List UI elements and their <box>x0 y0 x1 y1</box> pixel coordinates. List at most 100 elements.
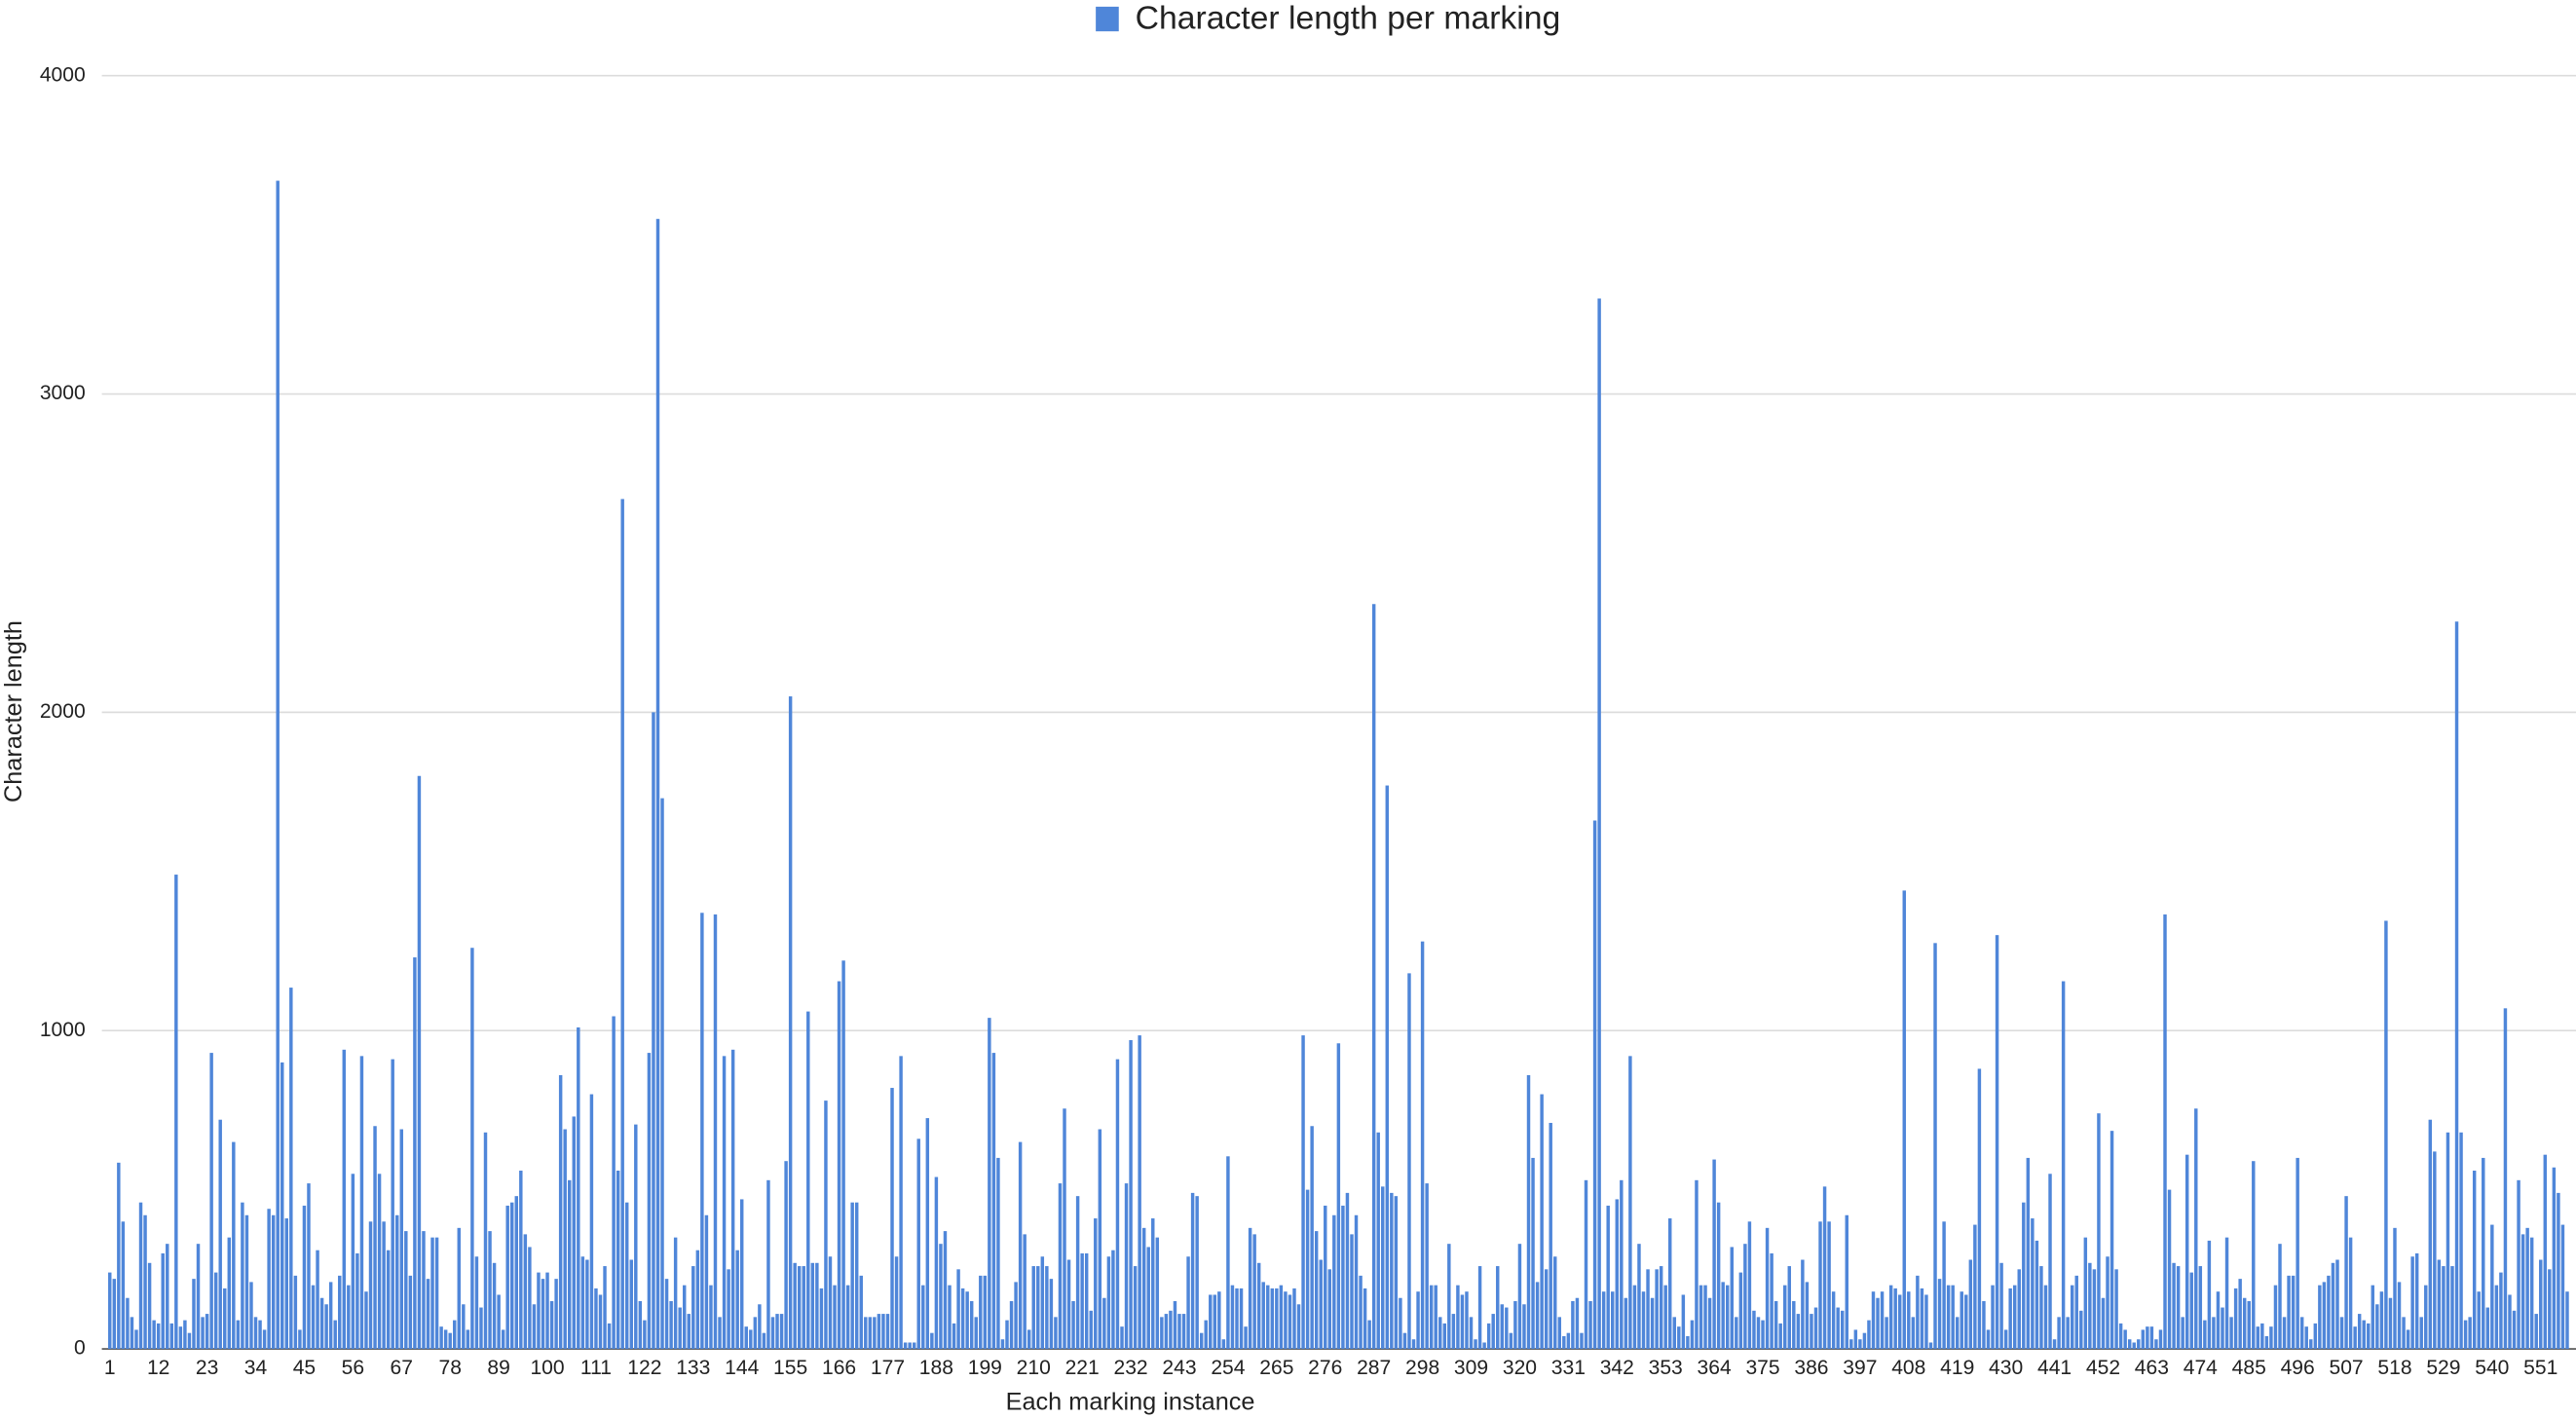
bar <box>1124 1183 1129 1350</box>
bar <box>1018 1141 1023 1350</box>
bar <box>2445 1132 2450 1350</box>
bar <box>2083 1237 2088 1350</box>
bar <box>2490 1224 2494 1350</box>
bar <box>1916 1275 1920 1350</box>
bar <box>1557 1317 1562 1350</box>
x-tick-label: 155 <box>773 1357 807 1379</box>
bar <box>2012 1285 2017 1350</box>
bar <box>952 1323 956 1350</box>
bar <box>1942 1221 1946 1350</box>
bar <box>2348 1237 2353 1350</box>
bar <box>2433 1151 2437 1350</box>
bar <box>758 1304 762 1350</box>
bar <box>983 1275 988 1350</box>
y-axis-title: Character length <box>0 620 27 802</box>
bar <box>1810 1314 1813 1350</box>
bar <box>453 1320 457 1350</box>
bar <box>1138 1035 1141 1350</box>
bar <box>2468 1317 2472 1350</box>
bar <box>1712 1159 1716 1350</box>
bar <box>497 1294 501 1350</box>
bar <box>2224 1237 2229 1350</box>
x-tick-label: 474 <box>2184 1357 2218 1379</box>
bar <box>965 1291 969 1350</box>
x-tick-label: 144 <box>725 1357 759 1379</box>
bar <box>2260 1323 2264 1350</box>
bar <box>739 1199 744 1350</box>
bar <box>1129 1040 1133 1350</box>
bar <box>2499 1272 2503 1350</box>
bar <box>1094 1218 1098 1350</box>
bar <box>1244 1326 1248 1350</box>
bar <box>2517 1179 2520 1350</box>
bar <box>845 1285 850 1350</box>
bar <box>492 1262 497 1350</box>
bar <box>1787 1266 1791 1350</box>
bar <box>1146 1247 1150 1350</box>
bar <box>399 1129 404 1350</box>
bar <box>2534 1314 2538 1350</box>
x-tick-label: 397 <box>1843 1357 1877 1379</box>
bar <box>2410 1256 2414 1350</box>
x-tick-label: 188 <box>919 1357 953 1379</box>
bar <box>2167 1189 2172 1350</box>
bar <box>483 1132 488 1350</box>
bar <box>1611 1291 1615 1350</box>
bar <box>2309 1339 2313 1350</box>
bar <box>960 1287 965 1350</box>
bar <box>1761 1320 1765 1350</box>
bar <box>1482 1342 1486 1350</box>
bar <box>1477 1266 1482 1350</box>
bar <box>1840 1310 1845 1350</box>
bar <box>1115 1059 1120 1350</box>
bar <box>395 1214 399 1350</box>
bar <box>1601 1291 1606 1350</box>
bar <box>1469 1317 1474 1350</box>
bar <box>2463 1320 2468 1350</box>
bar <box>2137 1339 2141 1350</box>
bar <box>1102 1297 1106 1350</box>
bar <box>267 1209 271 1350</box>
bar <box>1230 1285 1235 1350</box>
x-tick-label: 111 <box>580 1357 612 1379</box>
bar <box>2242 1297 2247 1350</box>
bar <box>2109 1131 2114 1350</box>
x-tick-label: 540 <box>2475 1357 2509 1379</box>
bar <box>2318 1285 2322 1350</box>
bar <box>1845 1214 1848 1350</box>
bar <box>1827 1221 1831 1350</box>
bar <box>2154 1339 2158 1350</box>
bar <box>638 1301 643 1350</box>
bar <box>1058 1183 1063 1350</box>
bar <box>2273 1285 2278 1350</box>
bar <box>1177 1314 1181 1350</box>
bar <box>1434 1285 1437 1350</box>
bar <box>223 1287 227 1350</box>
bar <box>505 1205 509 1350</box>
x-tick-label: 485 <box>2232 1357 2266 1379</box>
bar <box>2229 1317 2233 1350</box>
bar <box>1747 1221 1752 1350</box>
bar <box>1500 1304 1505 1350</box>
bar <box>881 1314 885 1350</box>
bar <box>2393 1227 2397 1350</box>
bar <box>1005 1320 1009 1350</box>
bar <box>333 1320 337 1350</box>
bar <box>1120 1326 1124 1350</box>
bar <box>1045 1266 1049 1350</box>
bar <box>126 1297 130 1350</box>
bar <box>753 1317 758 1350</box>
bar <box>563 1129 567 1350</box>
bar <box>241 1202 244 1350</box>
bar <box>413 957 417 1350</box>
bar <box>1390 1192 1394 1350</box>
x-tick-label: 298 <box>1405 1357 1439 1379</box>
bar <box>2149 1326 2154 1350</box>
bar <box>956 1269 960 1350</box>
bar <box>1009 1301 1014 1350</box>
bar <box>2146 1326 2149 1350</box>
bar <box>991 1053 996 1350</box>
bar <box>2287 1275 2291 1350</box>
x-tick-label: 232 <box>1113 1357 1147 1379</box>
